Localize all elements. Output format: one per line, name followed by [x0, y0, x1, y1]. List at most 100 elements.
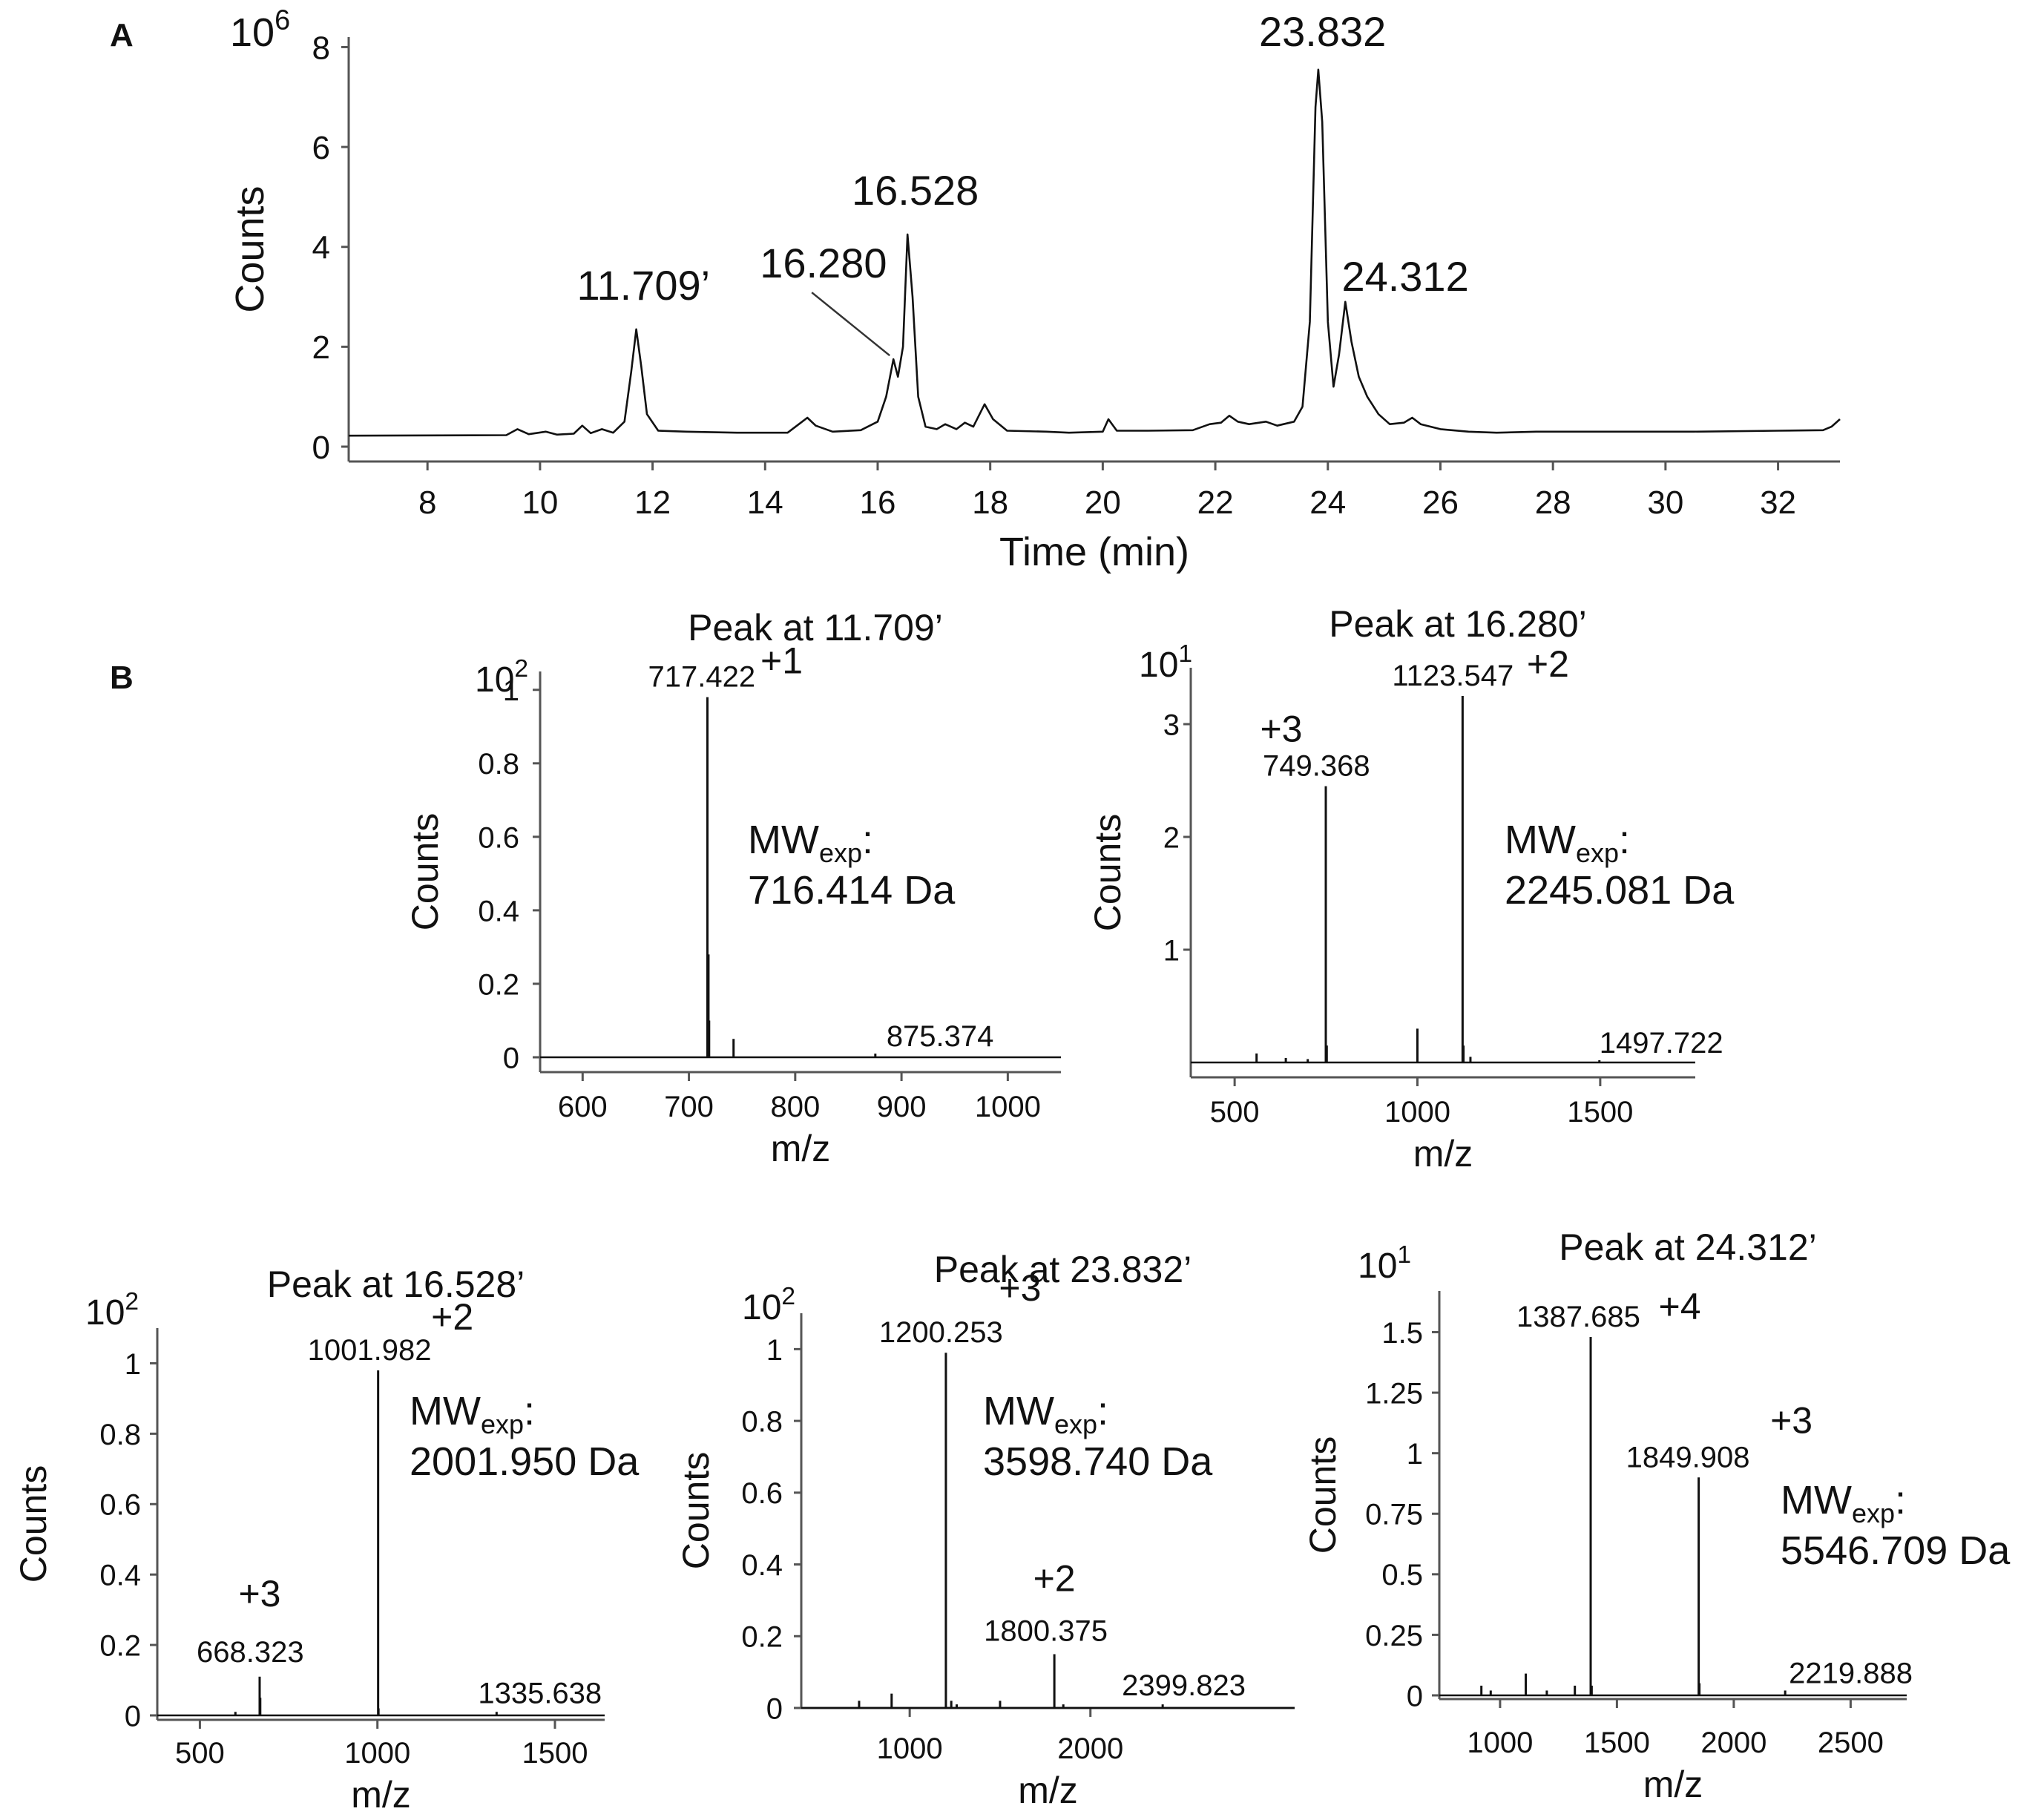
x-tick-label: 1000 [877, 1732, 943, 1765]
x-axis-label: m/z [351, 1774, 411, 1816]
spectrum-title: Peak at 16.528’ [267, 1264, 525, 1305]
y-axis-label: Counts [13, 1465, 54, 1583]
y-tick-label: 0.8 [478, 748, 519, 781]
y-tick-label: 0.8 [741, 1405, 783, 1438]
mw-exp-label: MWexp: [1781, 1478, 1906, 1528]
charge-state-label: +3 [1260, 709, 1302, 750]
y-tick-label: 0.2 [99, 1629, 141, 1662]
peak-label: 16.280 [760, 240, 887, 286]
x-axis-label: m/z [771, 1128, 831, 1169]
y-tick-label: 0.8 [99, 1419, 141, 1451]
mass-spectrum-23832: 0 0.2 0.4 0.6 0.8 1 1000 2000 m/z Counts 102 Peak a… [675, 1249, 1295, 1811]
x-tick-label: 22 [1197, 484, 1234, 521]
spectrum-title: Peak at 23.832’ [934, 1249, 1192, 1290]
y-tick-label: 0.2 [478, 968, 519, 1001]
y-tick-label: 0 [503, 1042, 519, 1074]
mw-exp-value: 716.414 Da [748, 868, 956, 913]
y-tick-label: 6 [312, 130, 330, 166]
peak-label: 23.832 [1259, 8, 1386, 55]
x-tick-label: 16 [860, 484, 896, 521]
x-tick-label: 1000 [975, 1091, 1041, 1123]
charge-state-label: +3 [999, 1267, 1041, 1309]
x-axis-label: m/z [1413, 1133, 1473, 1175]
y-tick-label: 3 [1163, 709, 1180, 741]
mz-label: 749.368 [1263, 750, 1370, 783]
mz-label: 2219.888 [1789, 1657, 1913, 1689]
y-axis-label: Counts [1087, 814, 1128, 931]
y-multiplier-label: 101 [1358, 1241, 1411, 1286]
mz-label: 875.374 [887, 1020, 994, 1053]
charge-state-label: +4 [1659, 1286, 1701, 1327]
mz-label: 1849.908 [1626, 1441, 1750, 1474]
x-tick-label: 24 [1309, 484, 1346, 521]
y-tick-label: 0 [312, 430, 330, 466]
x-tick-label: 14 [747, 484, 783, 521]
x-tick-label: 2000 [1700, 1727, 1766, 1759]
y-tick-label: 1 [766, 1334, 783, 1367]
x-tick-label: 1000 [1384, 1096, 1450, 1129]
x-tick-label: 10 [522, 484, 558, 521]
y-tick-label: 1 [503, 674, 519, 707]
y-tick-label: 0.4 [741, 1549, 783, 1582]
charge-state-label: +2 [1527, 643, 1569, 685]
x-tick-label: 32 [1760, 484, 1796, 521]
mz-label: 1497.722 [1600, 1027, 1723, 1060]
peak-label: 16.528 [852, 167, 979, 214]
y-tick-label: 0.75 [1365, 1499, 1423, 1531]
mz-label: 717.422 [648, 661, 756, 694]
charge-state-label: +1 [760, 640, 803, 682]
mass-spectrum-11709: 0 0.2 0.4 0.6 0.8 1 600 700 800 900 1000 m/z Counts 1… [404, 607, 1061, 1169]
charge-state-label: +3 [1770, 1399, 1812, 1441]
y-multiplier-label: 102 [85, 1288, 139, 1333]
y-tick-label: 0.4 [99, 1560, 141, 1592]
charge-state-label: +2 [431, 1296, 473, 1338]
x-tick-label: 2500 [1818, 1727, 1884, 1759]
x-tick-label: 26 [1422, 484, 1459, 521]
mz-label: 1001.982 [308, 1334, 432, 1367]
y-tick-label: 0.6 [478, 821, 519, 854]
mz-label: 1387.685 [1516, 1301, 1640, 1333]
mw-exp-value: 5546.709 Da [1781, 1528, 2011, 1573]
y-tick-label: 0.4 [478, 895, 519, 927]
x-tick-label: 800 [770, 1091, 820, 1123]
x-tick-label: 1000 [344, 1737, 410, 1770]
y-multiplier-label: 102 [742, 1283, 795, 1327]
y-tick-label: 0.5 [1381, 1559, 1423, 1591]
x-tick-label: 28 [1535, 484, 1571, 521]
y-tick-label: 0 [125, 1700, 141, 1732]
x-axis-label: Time (min) [999, 530, 1189, 574]
x-tick-label: 1000 [1467, 1727, 1533, 1759]
x-axis-label: m/z [1018, 1770, 1078, 1811]
y-tick-label: 0.2 [741, 1621, 783, 1654]
x-tick-label: 1500 [1567, 1096, 1633, 1129]
y-multiplier-label: 101 [1139, 640, 1192, 685]
peak-label: 11.709’ [577, 262, 711, 309]
y-multiplier-label: 102 [475, 655, 528, 700]
spectrum-title: Peak at 16.280’ [1329, 603, 1587, 645]
x-tick-label: 900 [877, 1091, 927, 1123]
y-tick-label: 1.5 [1381, 1317, 1423, 1350]
x-tick-label: 8 [418, 484, 436, 521]
y-tick-label: 1 [1407, 1438, 1423, 1471]
panel-label-a: A [110, 17, 134, 53]
x-tick-label: 1500 [1584, 1727, 1650, 1759]
y-tick-label: 8 [312, 30, 330, 66]
x-tick-label: 12 [634, 484, 671, 521]
y-tick-label: 0 [766, 1692, 783, 1725]
mw-exp-label: MWexp: [410, 1389, 535, 1439]
y-tick-label: 0.6 [741, 1477, 783, 1510]
y-tick-label: 0.25 [1365, 1620, 1423, 1652]
x-tick-label: 30 [1647, 484, 1683, 521]
x-tick-label: 1500 [522, 1737, 588, 1770]
x-tick-label: 600 [558, 1091, 608, 1123]
mz-label: 2399.823 [1122, 1669, 1246, 1702]
peak-label: 24.312 [1341, 253, 1468, 300]
y-tick-label: 1.25 [1365, 1377, 1423, 1410]
mz-label: 668.323 [197, 1636, 304, 1669]
x-tick-label: 2000 [1057, 1732, 1123, 1765]
y-tick-label: 2 [1163, 821, 1180, 854]
spectrum-title: Peak at 24.312’ [1559, 1226, 1817, 1268]
y-tick-label: 0.6 [99, 1489, 141, 1522]
mz-label: 1335.638 [478, 1677, 602, 1709]
